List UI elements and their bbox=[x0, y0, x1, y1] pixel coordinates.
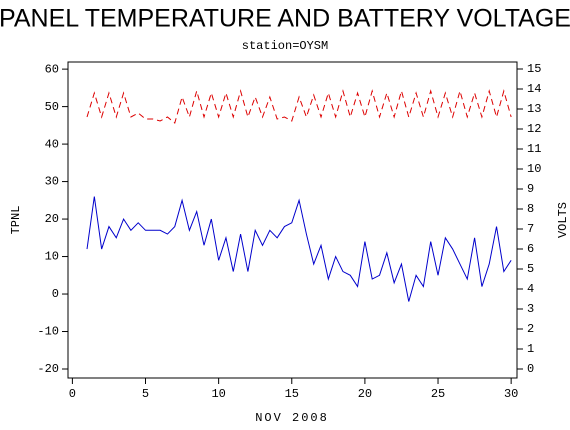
y-tick-label: -20 bbox=[37, 362, 59, 376]
y-tick-label: 10 bbox=[45, 250, 59, 264]
plot-frame bbox=[67, 61, 518, 379]
x-tick-label: 5 bbox=[142, 387, 149, 401]
x-tick-label: 30 bbox=[504, 387, 518, 401]
y2-tick-label: 6 bbox=[527, 242, 534, 256]
y-tick-label: 60 bbox=[45, 62, 59, 76]
chart-subtitle: station=OYSM bbox=[242, 39, 328, 53]
y2-axis-label: VOLTS bbox=[556, 202, 570, 238]
y-axis-label: TPNL bbox=[9, 206, 23, 235]
y2-tick-label: 12 bbox=[527, 122, 541, 136]
y2-tick-label: 2 bbox=[527, 322, 534, 336]
y2-tick-label: 4 bbox=[527, 282, 534, 296]
y2-tick-label: 0 bbox=[527, 362, 534, 376]
y2-tick-label: 7 bbox=[527, 222, 534, 236]
x-tick-label: 0 bbox=[69, 387, 76, 401]
x-tick-label: 15 bbox=[285, 387, 299, 401]
y-tick-label: 50 bbox=[45, 100, 59, 114]
y-tick-label: 40 bbox=[45, 137, 59, 151]
y2-tick-label: 5 bbox=[527, 262, 534, 276]
data-line bbox=[86, 196, 512, 302]
x-axis-label: NOV 2008 bbox=[255, 411, 329, 425]
data-line bbox=[86, 89, 512, 124]
x-tick-label: 10 bbox=[211, 387, 225, 401]
y2-tick-label: 9 bbox=[527, 182, 534, 196]
y-tick-label: 30 bbox=[45, 175, 59, 189]
y-tick-label: 20 bbox=[45, 212, 59, 226]
y2-tick-label: 3 bbox=[527, 302, 534, 316]
x-tick-label: 25 bbox=[431, 387, 445, 401]
y2-tick-label: 15 bbox=[527, 62, 541, 76]
y-tick-label: 0 bbox=[52, 287, 59, 301]
y2-tick-label: 10 bbox=[527, 162, 541, 176]
y-tick-label: -10 bbox=[37, 325, 59, 339]
y2-tick-label: 1 bbox=[527, 342, 534, 356]
chart-title: PANEL TEMPERATURE AND BATTERY VOLTAGE bbox=[0, 5, 570, 33]
y2-tick-label: 11 bbox=[527, 142, 541, 156]
y2-tick-label: 13 bbox=[527, 102, 541, 116]
y2-tick-label: 8 bbox=[527, 202, 534, 216]
x-tick-label: 20 bbox=[358, 387, 372, 401]
y2-tick-label: 14 bbox=[527, 82, 541, 96]
